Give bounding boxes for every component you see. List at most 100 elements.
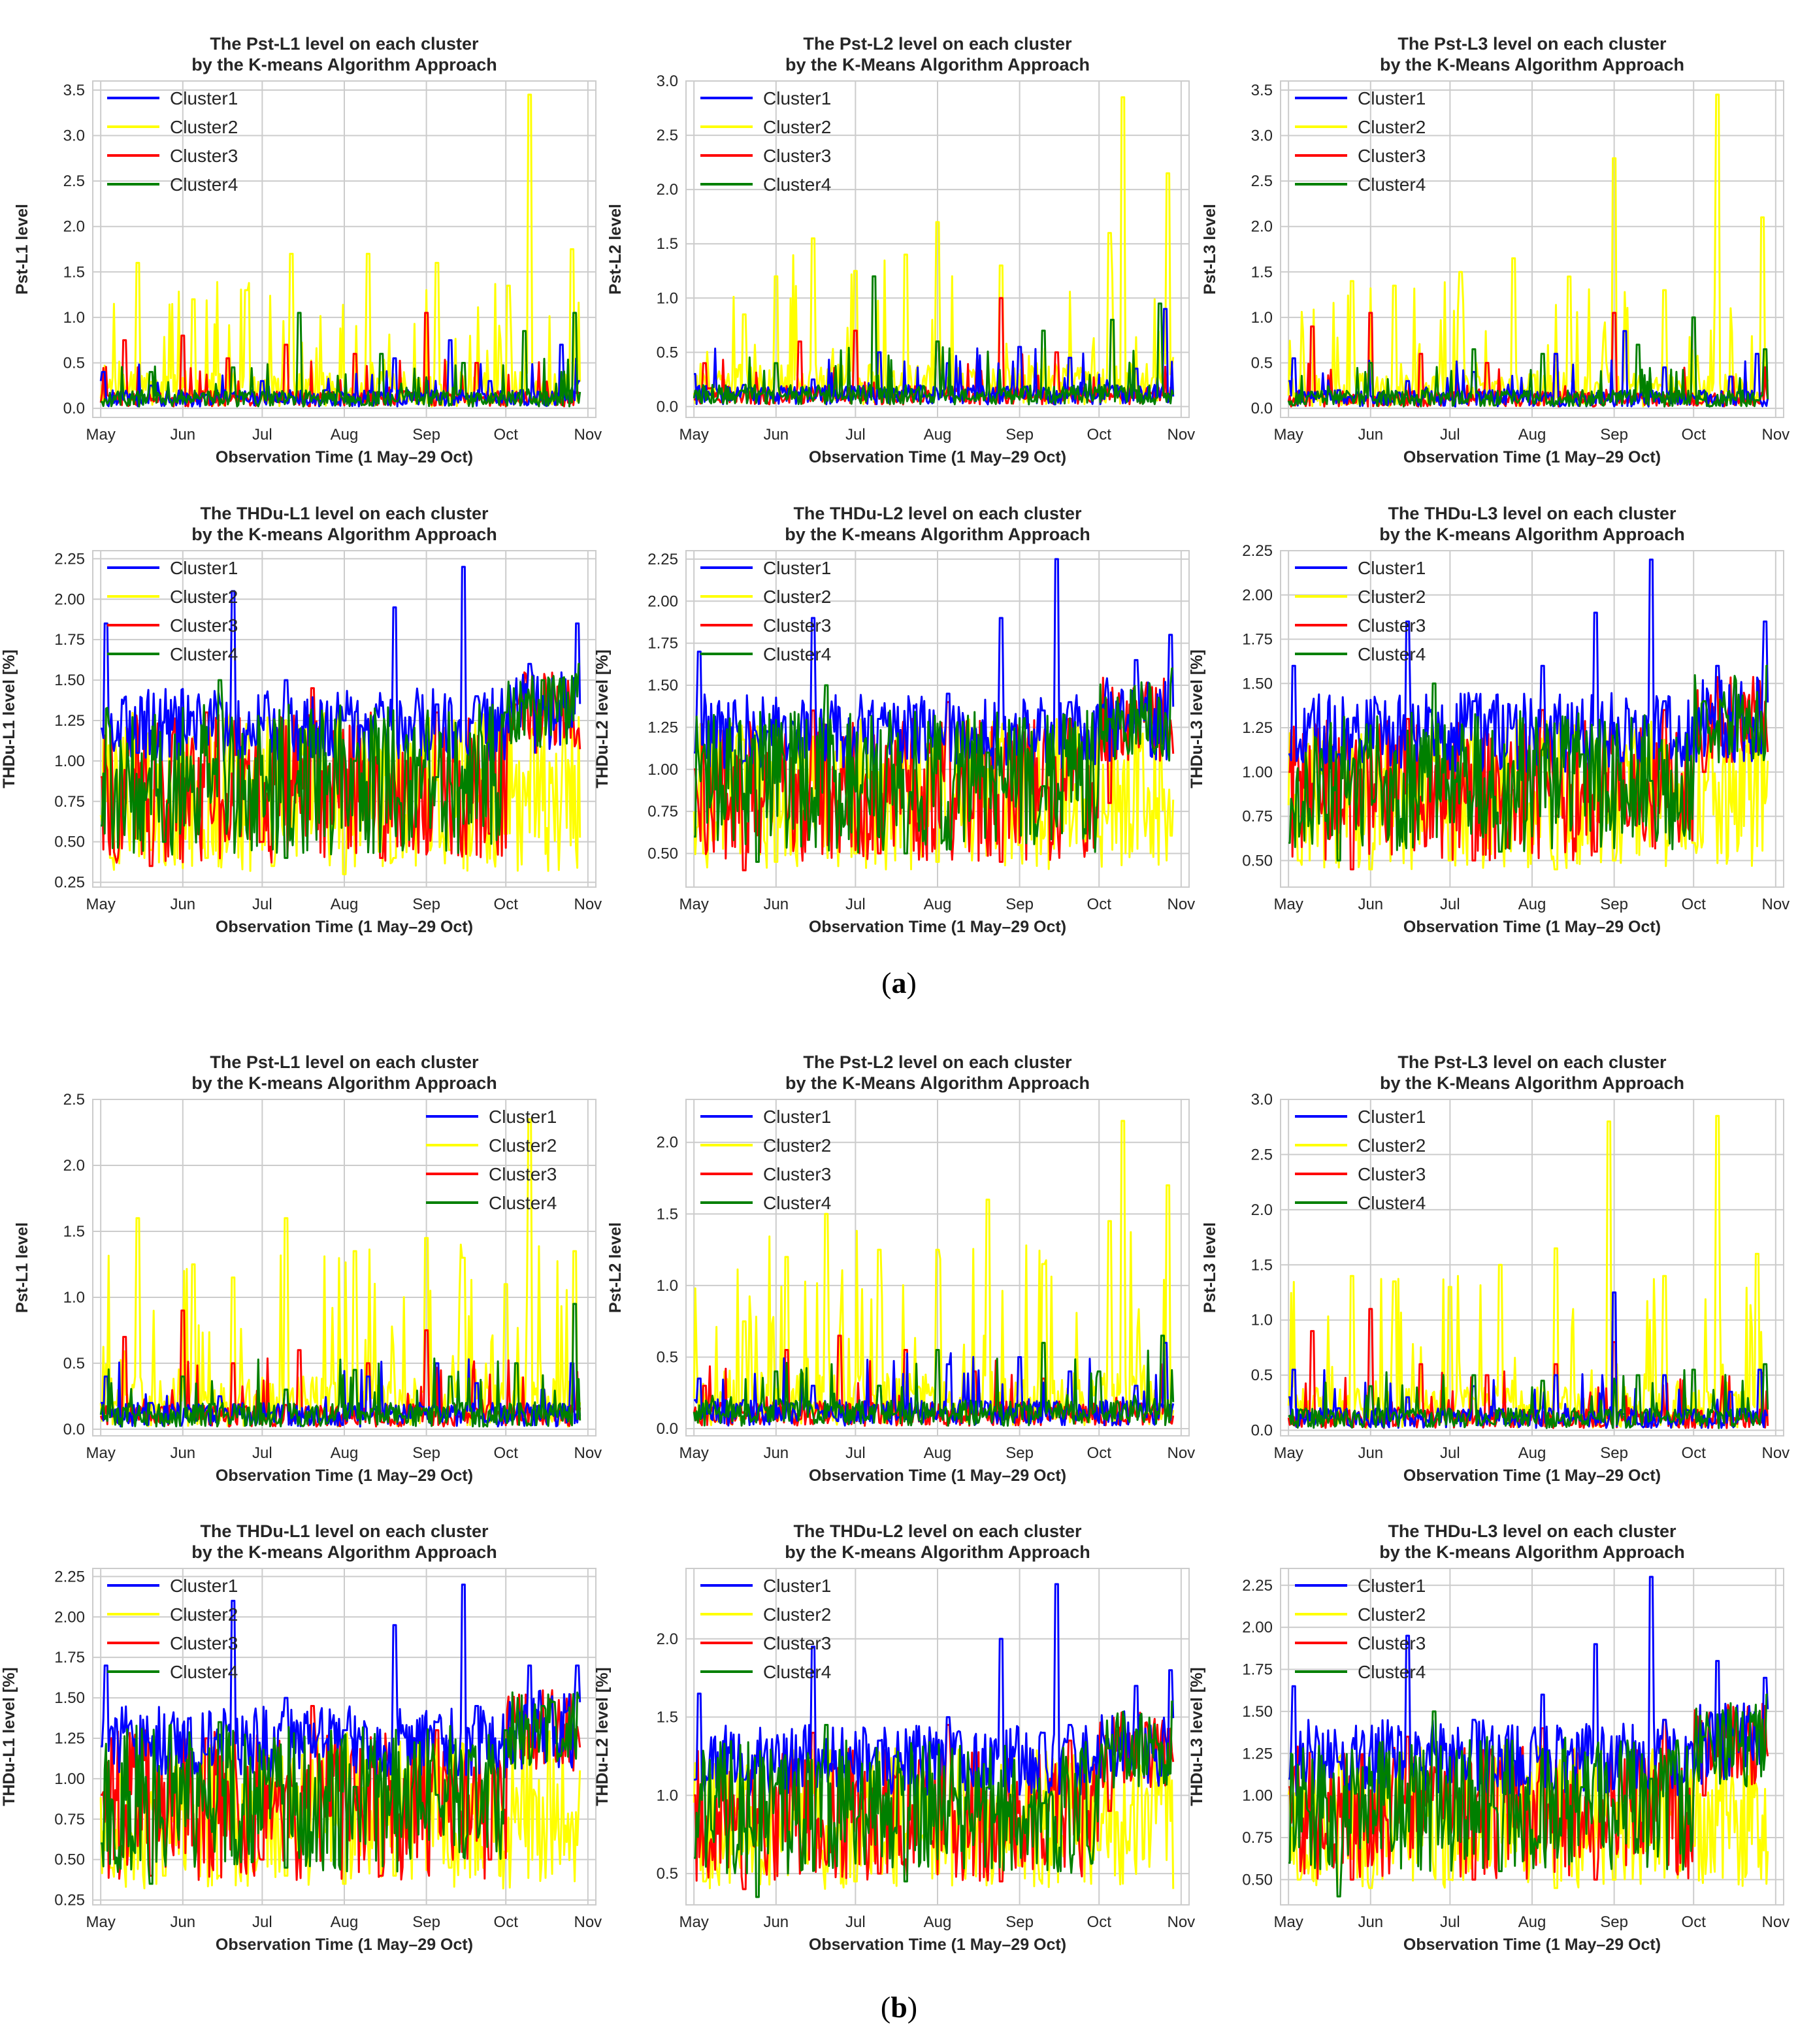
chart-title: The Pst-L2 level on each cluster bbox=[803, 1052, 1072, 1072]
x-tick-label: Sep bbox=[412, 1913, 440, 1931]
plot-frame bbox=[685, 1568, 1190, 1906]
y-tick-label: 2.25 bbox=[647, 551, 678, 568]
series-line-cluster4 bbox=[1288, 1363, 1769, 1429]
y-tick-label: 1.5 bbox=[657, 1709, 678, 1727]
legend-label-cluster2: Cluster2 bbox=[170, 1604, 238, 1625]
chart-panel-a-6: 0.50 0.75 1.00 1.25 1.50 1.75 2.00 2.25 May Jun Ju… bbox=[1188, 504, 1790, 936]
chart-panel-b-2: 0.0 0.5 1.0 1.5 2.0 May Jun Jul Aug Sep Oct Nov Clus… bbox=[606, 1052, 1195, 1485]
x-axis-label: Observation Time (1 May–29 Oct) bbox=[809, 448, 1066, 466]
y-tick-label: 1.75 bbox=[54, 1649, 85, 1666]
y-axis-label: Pst-L2 level bbox=[606, 1222, 625, 1313]
legend-label-cluster3: Cluster3 bbox=[1358, 146, 1426, 166]
x-tick-label: Sep bbox=[412, 1444, 440, 1462]
series-line-cluster2 bbox=[693, 1120, 1175, 1427]
y-tick-label: 0.0 bbox=[1251, 1422, 1273, 1440]
y-tick-label: 2.0 bbox=[1251, 218, 1273, 236]
series-line-cluster4 bbox=[100, 312, 581, 408]
legend-label-cluster2: Cluster2 bbox=[170, 117, 238, 137]
x-tick-label: May bbox=[86, 1444, 115, 1462]
x-tick-label: Jun bbox=[763, 1444, 789, 1462]
legend-label-cluster3: Cluster3 bbox=[489, 1164, 557, 1184]
chart-title: The Pst-L3 level on each cluster bbox=[1398, 34, 1667, 54]
chart-title: The Pst-L3 level on each cluster bbox=[1398, 1052, 1667, 1072]
series-line-cluster4 bbox=[99, 1303, 581, 1428]
chart-title: The THDu-L1 level on each cluster bbox=[200, 1521, 489, 1541]
y-tick-label: 1.0 bbox=[63, 309, 85, 327]
y-tick-label: 1.25 bbox=[647, 719, 678, 736]
legend-label-cluster2: Cluster2 bbox=[763, 1604, 831, 1625]
x-tick-label: Jun bbox=[763, 426, 789, 444]
chart-title: The THDu-L3 level on each cluster bbox=[1388, 504, 1676, 523]
y-axis-label: Pst-L3 level bbox=[1201, 1222, 1219, 1313]
y-tick-label: 1.75 bbox=[647, 635, 678, 653]
chart-panel-a-5: 0.50 0.75 1.00 1.25 1.50 1.75 2.00 2.25 May Jun Ju… bbox=[593, 504, 1195, 936]
y-axis-label: THDu-L1 level [%] bbox=[0, 1667, 18, 1806]
series-line-cluster4 bbox=[694, 1700, 1173, 1898]
x-tick-label: Aug bbox=[924, 896, 952, 913]
x-axis-label: Observation Time (1 May–29 Oct) bbox=[1403, 918, 1661, 936]
x-tick-label: Oct bbox=[1087, 1913, 1112, 1931]
x-axis-label: Observation Time (1 May–29 Oct) bbox=[809, 1467, 1066, 1485]
x-tick-label: Aug bbox=[924, 1444, 952, 1462]
x-tick-label: Jun bbox=[170, 896, 195, 913]
y-tick-label: 3.5 bbox=[1251, 82, 1273, 99]
series-line-cluster4 bbox=[1288, 1693, 1768, 1898]
y-tick-label: 2.5 bbox=[63, 1091, 85, 1109]
y-tick-label: 1.0 bbox=[657, 289, 678, 307]
chart-panel-b-1: 0.0 0.5 1.0 1.5 2.0 2.5 May Jun Jul Aug Sep Oct Nov C… bbox=[13, 1052, 602, 1485]
y-tick-label: 1.75 bbox=[54, 631, 85, 649]
legend-label-cluster3: Cluster3 bbox=[763, 615, 831, 636]
x-tick-label: Jul bbox=[845, 896, 866, 913]
x-tick-label: Sep bbox=[1005, 426, 1034, 444]
x-tick-label: Nov bbox=[1167, 1444, 1195, 1462]
legend-label-cluster1: Cluster1 bbox=[170, 1576, 238, 1596]
y-tick-label: 1.00 bbox=[1242, 764, 1273, 781]
series-line-cluster4 bbox=[101, 1691, 580, 1885]
legend-label-cluster3: Cluster3 bbox=[170, 146, 238, 166]
y-tick-label: 1.5 bbox=[657, 1205, 678, 1223]
series-line-cluster4 bbox=[1287, 316, 1769, 408]
chart-title: The Pst-L1 level on each cluster bbox=[210, 34, 479, 54]
x-tick-label: Jul bbox=[1440, 1913, 1460, 1931]
y-tick-label: 0.5 bbox=[657, 1865, 678, 1883]
y-tick-label: 2.25 bbox=[54, 550, 85, 568]
x-tick-label: Nov bbox=[1167, 1913, 1195, 1931]
caption-a: (a) bbox=[881, 966, 917, 999]
series-line-cluster4 bbox=[101, 662, 580, 859]
x-tick-label: May bbox=[86, 896, 115, 913]
x-tick-label: Jul bbox=[1440, 896, 1460, 913]
x-tick-label: Oct bbox=[494, 426, 519, 444]
legend-label-cluster2: Cluster2 bbox=[1358, 1135, 1426, 1156]
x-axis-label: Observation Time (1 May–29 Oct) bbox=[809, 918, 1066, 936]
y-tick-label: 0.5 bbox=[1251, 354, 1273, 372]
x-tick-label: Oct bbox=[1087, 426, 1112, 444]
x-tick-label: Sep bbox=[1005, 896, 1034, 913]
legend-label-cluster3: Cluster3 bbox=[170, 1633, 238, 1653]
chart-title: by the K-Means Algorithm Approach bbox=[785, 55, 1090, 74]
x-tick-label: May bbox=[1273, 426, 1303, 444]
x-tick-label: May bbox=[679, 1913, 708, 1931]
y-axis-label: Pst-L1 level bbox=[13, 1222, 31, 1313]
plot-frame bbox=[92, 80, 597, 418]
x-tick-label: Jul bbox=[1440, 1444, 1460, 1462]
y-tick-label: 0.75 bbox=[1242, 808, 1273, 826]
x-tick-label: Aug bbox=[924, 1913, 952, 1931]
x-tick-label: Oct bbox=[494, 1913, 519, 1931]
x-tick-label: Jul bbox=[252, 1913, 272, 1931]
x-tick-label: Nov bbox=[1761, 1913, 1790, 1931]
legend-label-cluster3: Cluster3 bbox=[763, 146, 831, 166]
plot-frame bbox=[1280, 1099, 1784, 1436]
x-tick-label: May bbox=[86, 1913, 115, 1931]
chart-title: by the K-means Algorithm Approach bbox=[785, 1542, 1090, 1562]
y-tick-label: 1.75 bbox=[1242, 631, 1273, 649]
chart-title: by the K-means Algorithm Approach bbox=[191, 55, 497, 74]
chart-title: by the K-means Algorithm Approach bbox=[191, 525, 497, 544]
caption-b: (b) bbox=[880, 1990, 918, 2024]
legend-label-cluster4: Cluster4 bbox=[489, 1193, 557, 1213]
series-line-cluster3 bbox=[694, 1711, 1175, 1890]
x-tick-label: Jun bbox=[170, 1444, 195, 1462]
x-tick-label: Jun bbox=[1358, 426, 1383, 444]
y-tick-label: 0.75 bbox=[1242, 1829, 1273, 1847]
y-tick-label: 2.00 bbox=[1242, 1619, 1273, 1636]
x-tick-label: Nov bbox=[1761, 426, 1790, 444]
